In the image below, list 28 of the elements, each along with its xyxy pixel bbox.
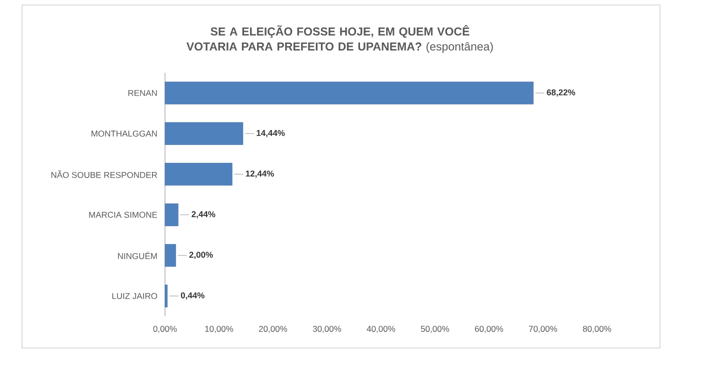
x-tick-label: 50,00% — [420, 326, 450, 333]
data-label: 2,00% — [189, 252, 213, 260]
data-label: 12,44% — [246, 170, 274, 178]
x-tick-label: 80,00% — [582, 326, 612, 333]
x-tick-label: 70,00% — [529, 326, 558, 333]
bar — [164, 284, 168, 308]
bar — [164, 244, 176, 267]
y-tick-label: NÃO SOUBE RESPONDER — [51, 170, 158, 178]
bar — [164, 203, 178, 226]
data-label: 0,44% — [180, 292, 204, 300]
data-label: 14,44% — [256, 130, 285, 138]
x-tick-label: 60,00% — [475, 326, 504, 333]
bar — [164, 122, 244, 145]
x-tick-label: 30,00% — [312, 326, 342, 333]
chart-title: SE A ELEIÇÃO FOSSE HOJE, EM QUEM VOCÊ VOTARIA PARA PREFEITO DE UPANEMA? (espontânea) — [186, 25, 493, 53]
data-label: 68,22% — [546, 89, 576, 97]
x-tick-label: 40,00% — [366, 326, 396, 333]
y-tick-label: MARCIA SIMONE — [89, 212, 158, 218]
x-tick-label: 0,00% — [153, 326, 177, 333]
y-tick-label: NINGUÉM — [118, 252, 157, 260]
x-tick-label: 20,00% — [259, 326, 288, 333]
y-tick-label: RENAN — [128, 90, 157, 96]
y-tick-label: LUIZ JAIRO — [112, 292, 158, 299]
y-tick-label: MONTHALGGAN — [92, 130, 157, 137]
data-label: 2,44% — [192, 211, 216, 218]
bar — [164, 82, 534, 104]
x-tick-label: 10,00% — [205, 326, 234, 333]
bar — [164, 162, 232, 186]
